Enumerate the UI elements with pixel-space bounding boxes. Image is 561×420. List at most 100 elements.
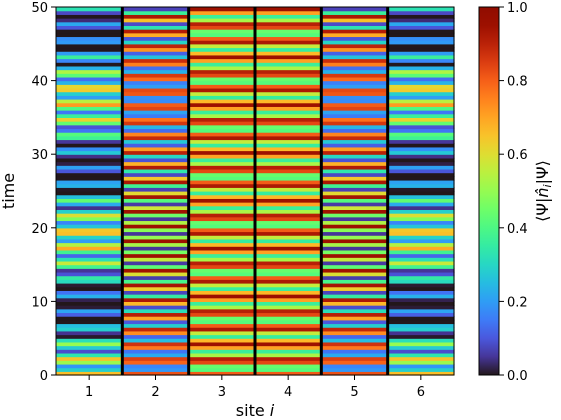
y-axis-ticks: 0 10 20 30 40 50 [31, 1, 56, 384]
heatmap-cell [122, 87, 190, 93]
heatmap-cell [387, 253, 455, 258]
heatmap-cell [255, 25, 322, 30]
heatmap-cell [188, 216, 256, 222]
heatmap-cell [321, 176, 389, 181]
heatmap-cell [321, 312, 389, 317]
heatmap-cell [321, 268, 389, 273]
heatmap-cell [321, 51, 389, 56]
heatmap-cell [387, 183, 455, 188]
colorbar [479, 7, 499, 375]
heatmap-cell [387, 21, 455, 26]
heatmap-cell [122, 80, 190, 85]
heatmap-cell [188, 106, 256, 111]
heatmap-cell [255, 65, 322, 71]
heatmap-cell [122, 95, 190, 100]
heatmap-cell [122, 227, 190, 233]
heatmap-cell [255, 187, 322, 192]
heatmap-cell [56, 356, 123, 361]
x-tick-label: 3 [218, 385, 226, 400]
heatmap-cell [387, 260, 455, 266]
heatmap-cell [56, 91, 123, 96]
heatmap-cell [188, 371, 256, 376]
heatmap-cell [321, 220, 389, 225]
heatmap-cell [387, 202, 455, 207]
x-tick-label: 1 [85, 385, 93, 400]
heatmap-cell [122, 249, 190, 255]
heatmap-cell [188, 345, 256, 350]
heatmap-cell [321, 319, 389, 325]
heatmap-cell [387, 198, 455, 203]
heatmap-cell [387, 139, 455, 144]
heatmap-cell [387, 99, 455, 104]
heatmap-cell [56, 128, 123, 133]
heatmap-cell [122, 290, 190, 295]
heatmap-cell [122, 198, 190, 203]
heatmap-cell [387, 341, 455, 347]
heatmap-cell [387, 76, 455, 82]
heatmap-cell [56, 84, 123, 89]
heatmap-cell [56, 231, 123, 236]
heatmap-cell [387, 231, 455, 236]
heatmap-cell [56, 275, 123, 280]
heatmap-cell [56, 227, 123, 233]
colorbar-tick-label: 1.0 [507, 1, 528, 16]
heatmap-cell [188, 10, 256, 15]
heatmap-cell [387, 102, 455, 107]
heatmap-cell [387, 249, 455, 255]
heatmap-cell [188, 231, 256, 236]
colorbar-label: ⟨Ψ|n̂i|Ψ⟩ [533, 160, 554, 222]
heatmap-cell [255, 58, 322, 63]
heatmap-cell [188, 135, 256, 141]
heatmap-cell [188, 283, 256, 288]
heatmap-cell [122, 154, 190, 159]
heatmap-cell [255, 43, 322, 49]
heatmap-cell [188, 65, 256, 71]
heatmap-cell [56, 43, 123, 49]
heatmap-cell [188, 21, 256, 26]
heatmap-cell [56, 124, 123, 130]
heatmap-cell [188, 356, 256, 361]
heatmap-cell [321, 316, 389, 321]
heatmap-cell [56, 316, 123, 321]
heatmap-cell [122, 121, 190, 126]
heatmap-cell [56, 352, 123, 358]
heatmap-cell [188, 308, 256, 314]
heatmap-cell [122, 323, 190, 328]
heatmap-cell [387, 334, 455, 339]
heatmap-cell [387, 179, 455, 185]
heatmap-cell [122, 334, 190, 339]
heatmap-cell [255, 253, 322, 258]
heatmap-cell [188, 202, 256, 207]
heatmap-cell [188, 43, 256, 49]
heatmap-cell [321, 253, 389, 258]
heatmap-cell [321, 341, 389, 347]
heatmap-cell [56, 62, 123, 67]
heatmap-cell [255, 341, 322, 347]
heatmap-cell [321, 73, 389, 78]
heatmap-cell [321, 32, 389, 38]
heatmap-cell [255, 224, 322, 229]
heatmap-cell [387, 65, 455, 71]
heatmap-cell [321, 283, 389, 288]
heatmap-cell [255, 179, 322, 185]
heatmap-cell [56, 183, 123, 188]
plot-frame [55, 6, 455, 376]
heatmap-cell [321, 128, 389, 133]
heatmap-cell [56, 209, 123, 214]
heatmap-cell [321, 231, 389, 236]
heatmap-cell [188, 58, 256, 63]
heatmap-cell [387, 338, 455, 343]
heatmap-cell [122, 113, 190, 118]
heatmap-cell [188, 349, 256, 354]
heatmap-cell [56, 143, 123, 148]
x-tick-label: 5 [350, 385, 358, 400]
heatmap-cell [255, 139, 322, 144]
heatmap-cell [387, 80, 455, 85]
heatmap-cell [321, 249, 389, 255]
heatmap-cell [188, 25, 256, 30]
heatmap-cell [188, 363, 256, 369]
heatmap-cell [56, 139, 123, 144]
heatmap-cell [255, 316, 322, 321]
heatmap-cell [56, 290, 123, 295]
heatmap-cell [387, 132, 455, 137]
